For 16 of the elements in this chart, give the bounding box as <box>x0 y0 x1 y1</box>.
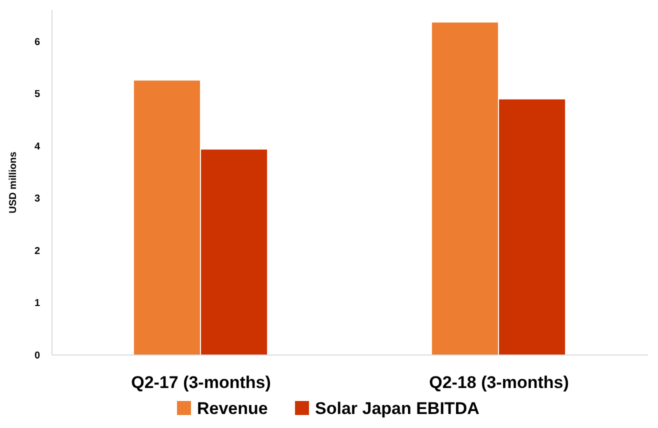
legend-label: Revenue <box>197 399 268 418</box>
legend-label: Solar Japan EBITDA <box>315 399 480 418</box>
bar <box>432 22 498 355</box>
y-tick-label: 0 <box>34 350 40 362</box>
bar <box>201 150 268 355</box>
x-tick-label: Q2-17 (3-months) <box>131 373 271 392</box>
x-tick-label: Q2-18 (3-months) <box>429 373 569 392</box>
y-tick-label: 5 <box>34 89 40 100</box>
y-tick-label: 1 <box>34 298 40 310</box>
bar <box>499 99 566 355</box>
y-tick-label: 2 <box>34 246 40 257</box>
y-tick-label: 4 <box>34 141 40 152</box>
y-tick-label: 3 <box>34 194 40 205</box>
y-tick-label: 6 <box>34 36 40 48</box>
y-axis-title: USD millions <box>8 151 19 214</box>
bar <box>134 80 200 355</box>
